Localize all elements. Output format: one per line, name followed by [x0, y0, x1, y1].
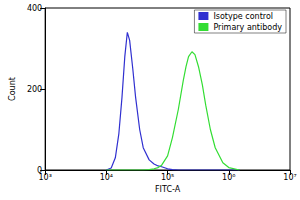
svg-text:400: 400 — [27, 4, 42, 13]
svg-text:10⁶: 10⁶ — [222, 173, 235, 182]
svg-text:10⁴: 10⁴ — [100, 173, 113, 182]
svg-text:Count: Count — [8, 77, 17, 101]
svg-text:Primary antibody: Primary antibody — [213, 23, 282, 32]
svg-text:10³: 10³ — [38, 173, 51, 182]
svg-text:10⁵: 10⁵ — [161, 173, 174, 182]
svg-text:0: 0 — [37, 165, 43, 175]
svg-text:10⁷: 10⁷ — [283, 173, 296, 182]
svg-text:200: 200 — [27, 85, 42, 94]
svg-text:FITC-A: FITC-A — [155, 185, 181, 194]
svg-text:Isotype control: Isotype control — [213, 12, 273, 21]
